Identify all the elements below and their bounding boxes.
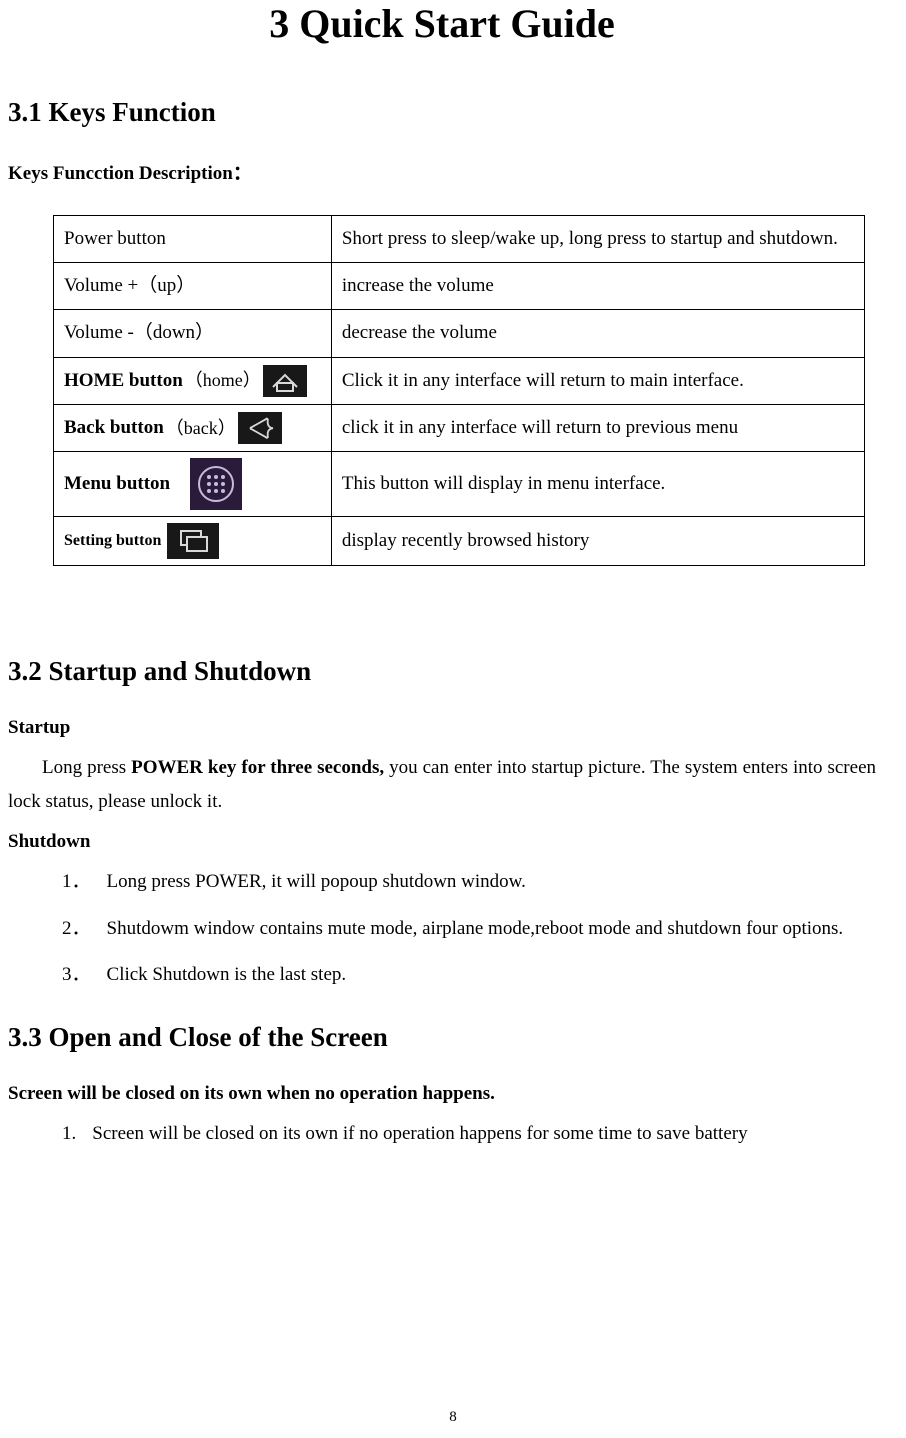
section-heading-keys: 3.1 Keys Function [8,97,876,128]
key-name-setting: Setting button [54,516,332,565]
step-number: 3． [8,958,107,992]
key-desc: decrease the volume [331,310,864,357]
screen-closed-label: Screen will be closed on its own when no… [8,1083,876,1105]
setting-label-bold: Setting button [64,527,161,556]
table-row: Volume -（down） decrease the volume [54,310,865,357]
screen-list: 1. Screen will be closed on its own if n… [8,1117,876,1151]
key-name-home: HOME button （home） [54,357,332,404]
key-name-back: Back button （back） [54,404,332,451]
back-icon [238,412,282,444]
item-number: 1. [8,1117,92,1151]
startup-paragraph: Long press POWER key for three seconds, … [8,751,876,819]
shutdown-label: Shutdown [8,831,876,853]
table-row: HOME button （home） Click it in any inter… [54,357,865,404]
step-number: 1． [8,865,107,899]
keys-desc-label: Keys Funcction Description： [8,158,876,185]
key-desc: Click it in any interface will return to… [331,357,864,404]
list-item: 1． Long press POWER, it will popoup shut… [8,865,876,899]
shutdown-list: 1． Long press POWER, it will popoup shut… [8,865,876,992]
key-name: Volume +（up） [54,263,332,310]
menu-icon [190,458,242,510]
step-text: Click Shutdown is the last step. [107,958,876,992]
step-number: 2． [8,912,107,946]
recent-apps-icon [167,523,219,559]
key-desc: Short press to sleep/wake up, long press… [331,216,864,263]
page-number: 8 [0,1409,906,1426]
key-desc: display recently browsed history [331,516,864,565]
home-label-paren: （home） [185,364,261,396]
startup-label: Startup [8,717,876,739]
key-name-menu: Menu button [54,451,332,516]
key-desc: click it in any interface will return to… [331,404,864,451]
key-desc: This button will display in menu interfa… [331,451,864,516]
table-row: Volume +（up） increase the volume [54,263,865,310]
list-item: 2． Shutdowm window contains mute mode, a… [8,912,876,946]
table-row: Menu button [54,451,865,516]
key-desc: increase the volume [331,263,864,310]
key-name: Power button [54,216,332,263]
keys-table: Power button Short press to sleep/wake u… [53,215,865,566]
section-heading-startup: 3.2 Startup and Shutdown [8,656,876,687]
step-text: Long press POWER, it will popoup shutdow… [107,865,876,899]
page-title: 3 Quick Start Guide [8,0,876,47]
home-icon [263,365,307,397]
table-row: Power button Short press to sleep/wake u… [54,216,865,263]
back-label-paren: （back） [166,412,236,444]
startup-text-bold: POWER key for three seconds, [131,757,384,778]
table-row: Back button （back） click it in any inter… [54,404,865,451]
home-label-bold: HOME button [64,364,183,398]
list-item: 3． Click Shutdown is the last step. [8,958,876,992]
list-item: 1. Screen will be closed on its own if n… [8,1117,876,1151]
section-heading-screen: 3.3 Open and Close of the Screen [8,1022,876,1053]
table-row: Setting button display recently browsed … [54,516,865,565]
item-text: Screen will be closed on its own if no o… [92,1117,876,1151]
startup-text-prefix: Long press [42,757,131,778]
menu-label-bold: Menu button [64,467,170,501]
step-text: Shutdowm window contains mute mode, airp… [107,912,876,946]
key-name: Volume -（down） [54,310,332,357]
back-label-bold: Back button [64,411,164,445]
